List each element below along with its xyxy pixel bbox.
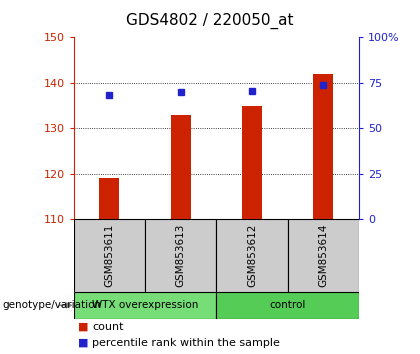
Text: GSM853613: GSM853613: [176, 224, 186, 287]
Text: genotype/variation: genotype/variation: [2, 300, 101, 310]
Bar: [99, 178, 119, 219]
Text: WTX overexpression: WTX overexpression: [92, 300, 198, 310]
Bar: [145, 219, 216, 292]
Text: GSM853612: GSM853612: [247, 224, 257, 287]
Text: GSM853614: GSM853614: [318, 224, 328, 287]
Text: GDS4802 / 220050_at: GDS4802 / 220050_at: [126, 12, 294, 29]
Text: GSM853611: GSM853611: [104, 224, 114, 287]
Bar: [216, 292, 359, 319]
Bar: [171, 115, 191, 219]
Bar: [242, 105, 262, 219]
Bar: [288, 219, 359, 292]
Text: ■: ■: [78, 338, 88, 348]
Text: count: count: [92, 322, 124, 332]
Bar: [74, 219, 145, 292]
Text: percentile rank within the sample: percentile rank within the sample: [92, 338, 280, 348]
Bar: [74, 292, 216, 319]
Bar: [313, 74, 333, 219]
Text: ■: ■: [78, 322, 88, 332]
Bar: [216, 219, 288, 292]
Text: control: control: [270, 300, 306, 310]
